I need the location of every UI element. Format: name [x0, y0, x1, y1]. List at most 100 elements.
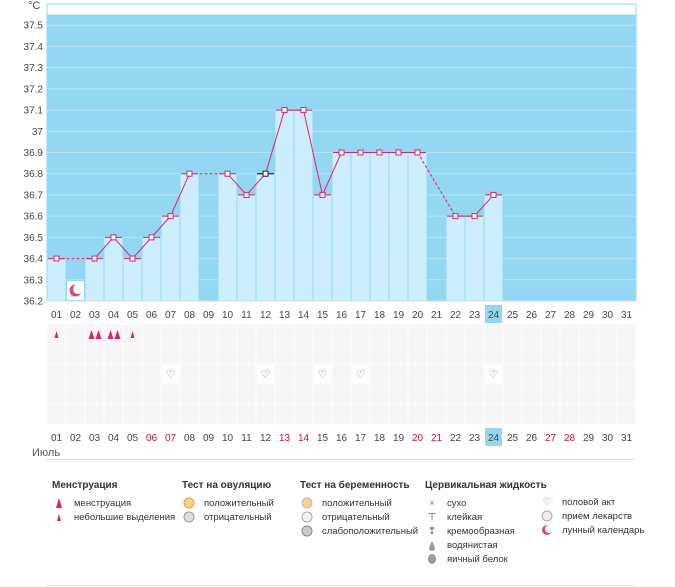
grid-cell — [598, 364, 617, 384]
heart-cell — [485, 365, 502, 383]
grid-cell — [370, 384, 389, 404]
grid-cell — [560, 364, 579, 384]
day-label: 21 — [431, 310, 443, 321]
day-label: 27 — [545, 310, 557, 321]
temperature-line-segment — [132, 237, 152, 259]
day-label: 02 — [70, 310, 82, 321]
grid-cell — [408, 344, 427, 364]
heart-cell — [314, 365, 331, 383]
grid-cell — [161, 404, 180, 424]
heart-icon: ♡ — [356, 368, 366, 381]
day-label: 19 — [393, 310, 405, 321]
grid-cell — [465, 324, 484, 344]
day-label: 22 — [450, 433, 462, 444]
y-tick-label: 37 — [32, 127, 44, 138]
grid-cell — [294, 324, 313, 344]
grid-cell — [598, 324, 617, 344]
legend-item: половой акт — [562, 496, 616, 508]
temperature-bar-22 — [446, 215, 465, 302]
legend-item: сухо — [447, 497, 467, 509]
day-label: 20 — [412, 310, 424, 321]
grid-cell — [332, 344, 351, 364]
day-label: 16 — [336, 310, 348, 321]
menstruation-drop-icon — [107, 330, 114, 339]
temperature-point-04 — [110, 234, 117, 241]
temperature-line-segment — [227, 173, 247, 196]
grid-cell — [85, 364, 104, 384]
temperature-bar-23 — [465, 215, 484, 302]
day-label: 11 — [241, 433, 252, 444]
day-label: 13 — [279, 310, 291, 321]
day-label: 10 — [222, 433, 234, 444]
temperature-bar-04 — [104, 237, 123, 302]
day-label: 31 — [621, 310, 633, 321]
grid-cell — [522, 384, 541, 404]
grid-cell — [199, 404, 218, 424]
temperature-bar-05 — [123, 258, 142, 302]
grid-cell — [598, 384, 617, 404]
grid-cell — [161, 324, 180, 344]
grid-cell — [275, 364, 294, 384]
grid-cell — [351, 324, 370, 344]
y-tick-label: 36.4 — [24, 254, 44, 265]
menstruation-drop-icon — [95, 330, 102, 339]
day-label: 16 — [336, 433, 348, 444]
legend-item: отрицательный — [322, 511, 390, 523]
legend-item: положительный — [204, 497, 274, 509]
grid-cell — [237, 404, 256, 424]
grid-cell — [579, 364, 598, 384]
grid-cell — [484, 324, 503, 344]
grid-cell — [351, 404, 370, 424]
day-label: 20 — [412, 433, 424, 444]
day-label: 04 — [108, 310, 120, 321]
temperature-line-segment — [417, 152, 456, 217]
day-label: 29 — [583, 310, 595, 321]
grid-cell — [256, 384, 275, 404]
legend-item: клейкая — [447, 511, 483, 523]
grid-cell — [579, 384, 598, 404]
sticky-icon: ⊤ — [427, 511, 437, 523]
day-label: 25 — [507, 310, 519, 321]
grid-cell — [541, 384, 560, 404]
temperature-point-23 — [471, 213, 478, 220]
day-label: 14 — [298, 310, 310, 321]
day-label: 25 — [507, 433, 519, 444]
grid-cell — [199, 344, 218, 364]
legend-title: Тест на овуляцию — [182, 480, 272, 491]
y-tick-label: 36.6 — [24, 212, 44, 223]
pregnancy-negative-icon — [300, 511, 314, 523]
temperature-point-01 — [53, 255, 60, 262]
day-label: 10 — [222, 310, 234, 321]
day-label: 03 — [89, 433, 101, 444]
grid-cell — [161, 344, 180, 364]
y-tick-label: 36.9 — [24, 148, 44, 159]
heart-icon: ♡ — [261, 368, 271, 381]
grid-cell — [218, 344, 237, 364]
temperature-bar-18 — [370, 152, 389, 302]
day-label: 07 — [165, 310, 177, 321]
grid-cell — [617, 384, 636, 404]
day-label: 11 — [241, 310, 252, 321]
grid-cell — [370, 404, 389, 424]
day-label: 06 — [146, 310, 158, 321]
legend-other: ♡ половой акт прием лекарств лунный кален… — [540, 495, 644, 537]
temperature-point-14 — [300, 107, 307, 114]
temperature-bar-15 — [313, 194, 332, 302]
watery-icon — [425, 540, 439, 551]
temperature-line-segment — [151, 215, 171, 238]
grid-cell — [47, 364, 66, 384]
grid-cell — [579, 324, 598, 344]
day-label: 01 — [51, 310, 63, 321]
temperature-point-15 — [319, 191, 326, 198]
grid-cell — [313, 384, 332, 404]
grid-cell — [617, 324, 636, 344]
divider-bottom — [46, 585, 636, 586]
grid-cell — [218, 364, 237, 384]
heart-icon: ♡ — [318, 368, 328, 381]
legend-title: Цервикальная жидкость — [425, 480, 547, 491]
grid-cell — [237, 364, 256, 384]
grid-cell — [351, 384, 370, 404]
day-label: 19 — [393, 433, 405, 444]
day-label: 29 — [583, 433, 595, 444]
temperature-bar-03 — [85, 258, 104, 302]
